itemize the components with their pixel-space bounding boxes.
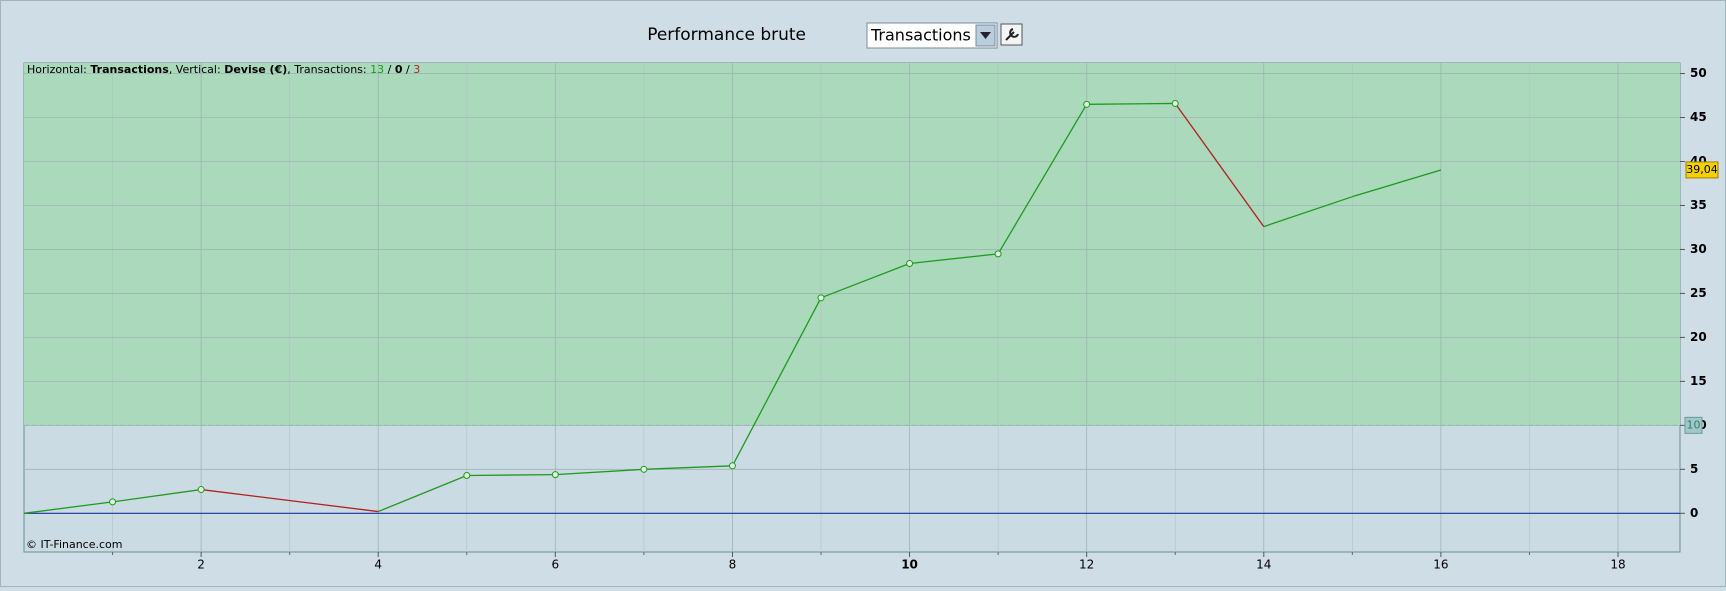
line-segment (909, 253, 999, 265)
last-value-label: 39,04 (1686, 163, 1718, 176)
wrench-icon (1005, 28, 1019, 41)
info-part: / (384, 63, 395, 76)
threshold-box (1684, 416, 1703, 434)
point-marker (994, 250, 1002, 258)
info-part: Horizontal: (27, 63, 90, 76)
y-tick-label: 45 (1690, 110, 1707, 124)
threshold-label: 10 (1687, 418, 1701, 431)
line-segment (201, 488, 379, 513)
line-segment (555, 468, 644, 476)
info-part: 13 (370, 63, 384, 76)
point-marker (640, 465, 648, 473)
x-tick-label: 18 (1610, 558, 1625, 572)
info-part: / (402, 63, 413, 76)
line-segment (1174, 103, 1265, 227)
y-tick-label: 25 (1690, 286, 1707, 300)
info-part: 3 (413, 63, 420, 76)
line-segment (820, 262, 910, 299)
info-part: 0 (395, 63, 403, 76)
line-segment (1263, 196, 1353, 228)
selector[interactable]: Transactions (866, 22, 998, 49)
info-part: Transactions (90, 63, 169, 76)
chart-title: Performance brute (647, 25, 806, 45)
point-marker (817, 294, 825, 302)
x-tick-label: 10 (901, 558, 918, 572)
line-segment (23, 501, 113, 514)
point-marker (906, 260, 914, 268)
line-segment (643, 465, 733, 470)
point-marker (109, 498, 117, 506)
y-tick-label: 20 (1690, 330, 1707, 344)
line-segment (377, 474, 468, 513)
arrow-icon (980, 32, 991, 39)
x-tick-label: 12 (1079, 558, 1094, 572)
select-box[interactable] (866, 22, 998, 49)
info-part: Devise (€) (224, 63, 287, 76)
line-segment (731, 297, 822, 467)
select-value[interactable]: Transactions (870, 26, 971, 45)
last-value-box (1685, 161, 1719, 179)
line-segment (466, 473, 556, 477)
x-tick-label: 14 (1256, 558, 1271, 572)
point-marker (463, 471, 471, 479)
point-marker (551, 471, 559, 479)
x-tick-label: 2 (197, 558, 205, 572)
info-part: , Vertical: (169, 63, 224, 76)
threshold-zone (24, 63, 1680, 426)
info-part: , Transactions: (287, 63, 370, 76)
x-tick-label: 6 (552, 558, 560, 572)
x-tick-label: 8 (729, 558, 737, 572)
x-tick-label: 16 (1433, 558, 1448, 572)
y-tick-label: 35 (1690, 198, 1707, 212)
line-segment (997, 104, 1088, 255)
x-tick-label: 4 (374, 558, 382, 572)
y-tick-label: 30 (1690, 242, 1707, 256)
line-segment (112, 488, 202, 503)
y-tick-label: 15 (1690, 374, 1707, 388)
info-header: Horizontal: Transactions, Vertical: Devi… (27, 63, 420, 76)
copyright: © IT-Finance.com (26, 538, 123, 551)
y-tick-label: 5 (1690, 462, 1698, 476)
point-marker (1083, 100, 1091, 108)
point-marker (1171, 99, 1179, 107)
y-tick-label: 0 (1690, 506, 1698, 520)
line-segment (1352, 169, 1442, 198)
point-marker (728, 462, 736, 470)
y-tick-label: 50 (1690, 66, 1707, 80)
point-marker (197, 486, 205, 494)
line-segment (1086, 102, 1176, 105)
